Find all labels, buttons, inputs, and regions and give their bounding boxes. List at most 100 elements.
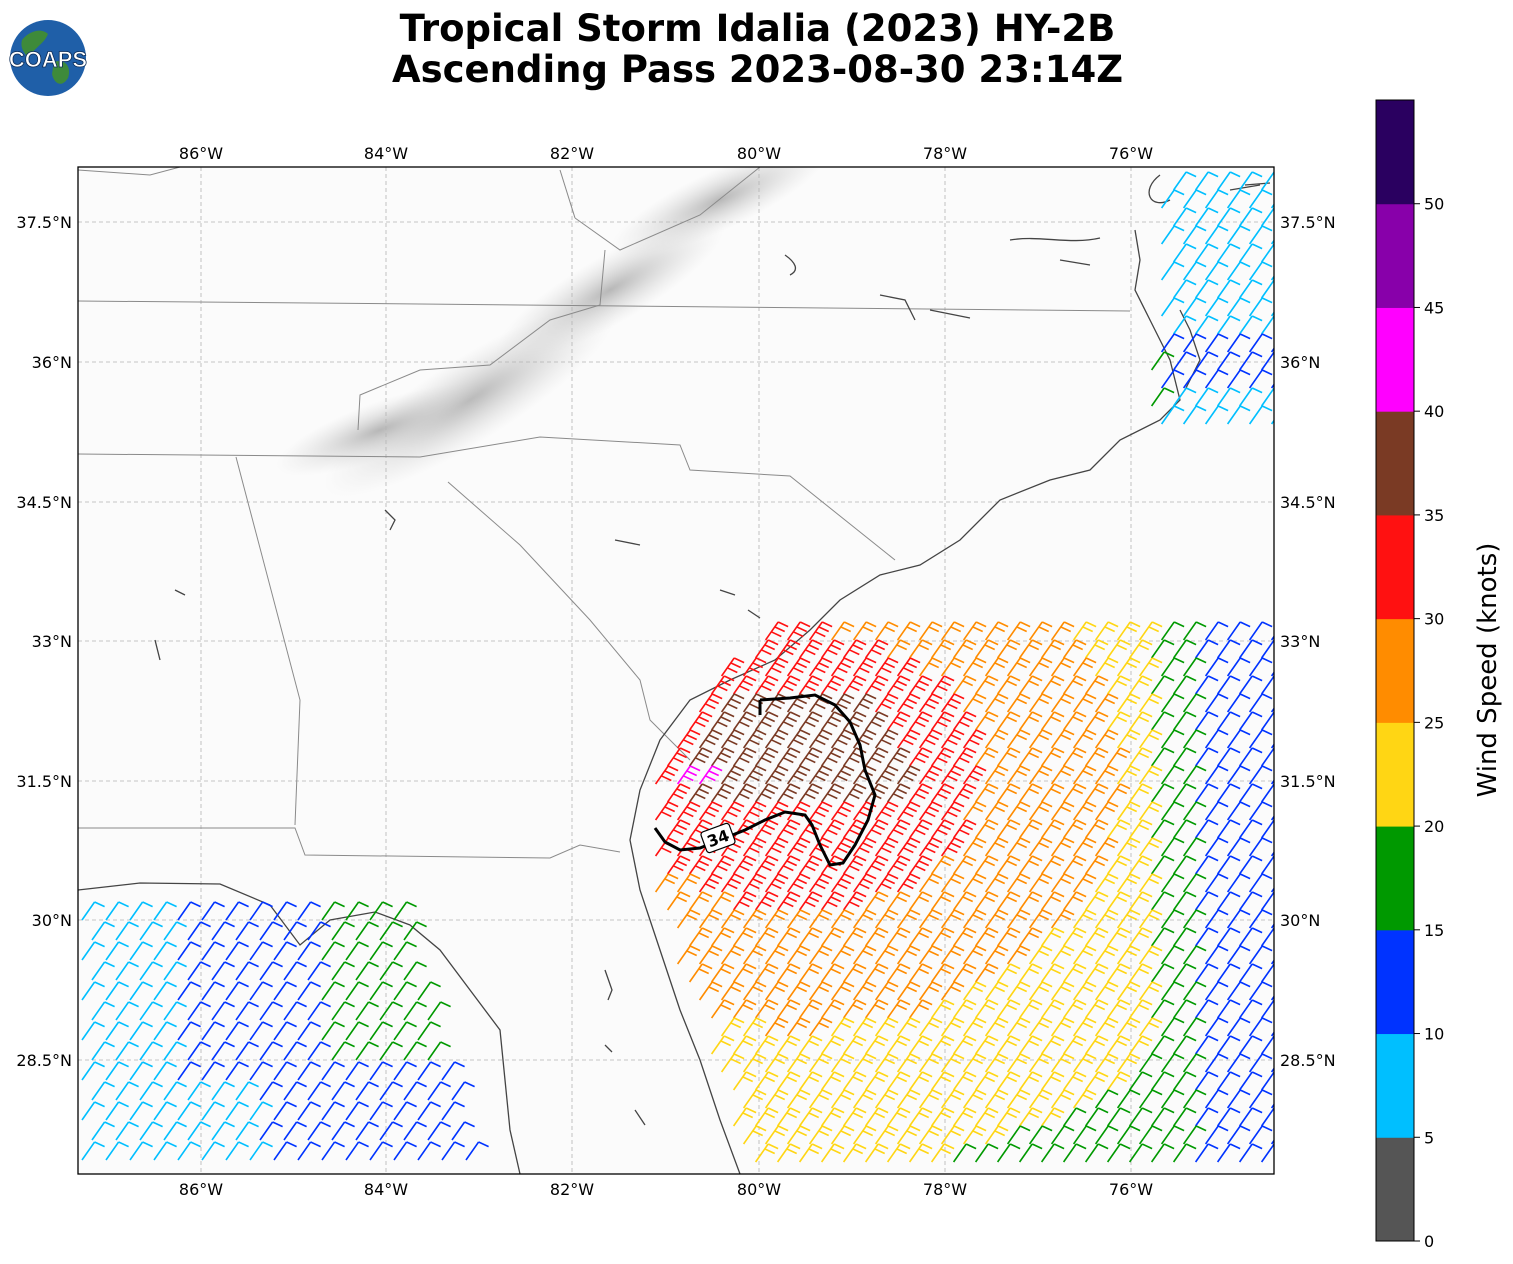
wind-barb xyxy=(1270,275,1274,281)
wind-barb xyxy=(786,1089,811,1109)
wind-barb xyxy=(1072,909,1097,929)
wind-barb xyxy=(698,873,723,893)
colorbar-segment xyxy=(1376,411,1414,516)
wind-barb xyxy=(1094,1053,1119,1073)
wind-barb xyxy=(710,675,735,695)
wind-barb xyxy=(1216,819,1241,839)
wind-barb xyxy=(984,765,1009,785)
wind-barb xyxy=(1238,639,1263,659)
wind-barb xyxy=(1172,891,1197,911)
wind-barb xyxy=(918,621,943,641)
wind-barb xyxy=(225,1061,249,1081)
wind-barb xyxy=(676,837,701,857)
wind-barb xyxy=(1216,171,1241,191)
wind-barb xyxy=(283,961,307,981)
wind-barb xyxy=(1018,999,1043,1019)
wind-barb xyxy=(417,1021,441,1041)
wind-barb xyxy=(918,693,943,713)
wind-barb xyxy=(441,1101,465,1121)
wind-barb xyxy=(1216,639,1241,659)
wind-barb xyxy=(764,837,789,857)
wind-barb xyxy=(273,1021,297,1041)
wind-barb xyxy=(1150,963,1175,983)
lat-tick: 30°N xyxy=(32,911,72,930)
wind-barb xyxy=(1238,171,1263,191)
lon-tick: 82°W xyxy=(550,1180,594,1199)
wind-barb xyxy=(808,981,833,1001)
wind-barb xyxy=(1072,981,1097,1001)
wind-barb xyxy=(1050,693,1075,713)
wind-barb xyxy=(742,693,767,713)
wind-barb xyxy=(1216,1143,1241,1163)
wind-barb xyxy=(1116,621,1141,641)
wind-barb xyxy=(654,873,679,893)
wind-barb xyxy=(764,621,789,641)
wind-barb xyxy=(1094,945,1119,965)
wind-barb xyxy=(930,999,955,1019)
wind-barb xyxy=(984,981,1009,1001)
wind-barb xyxy=(930,891,955,911)
wind-barb xyxy=(874,801,899,821)
wind-barb xyxy=(1194,783,1219,803)
lon-ticks-bottom: 86°W 84°W 82°W 80°W 78°W 76°W xyxy=(179,1180,1153,1199)
wind-barb xyxy=(808,693,833,713)
wind-barb xyxy=(1028,1089,1053,1109)
wind-barb xyxy=(1128,819,1153,839)
wind-barb xyxy=(177,1141,201,1161)
wind-barb xyxy=(852,837,877,857)
wind-barb xyxy=(177,1021,201,1041)
wind-barb xyxy=(1084,711,1109,731)
wind-barb xyxy=(1204,297,1229,317)
wind-barb xyxy=(1084,999,1109,1019)
wind-barb xyxy=(187,1001,211,1021)
wind-barb xyxy=(996,1107,1021,1127)
colorbar-tick-label: 45 xyxy=(1424,298,1444,317)
wind-barb xyxy=(1182,693,1207,713)
lon-tick: 78°W xyxy=(923,1180,967,1199)
wind-barb xyxy=(886,1107,911,1127)
wind-barb xyxy=(698,981,723,1001)
wind-barb xyxy=(776,891,801,911)
wind-barb xyxy=(786,945,811,965)
wind-barb xyxy=(1050,801,1075,821)
wind-barb xyxy=(776,675,801,695)
wind-barb xyxy=(1248,801,1273,821)
wind-barb xyxy=(754,639,779,659)
wind-barb xyxy=(1106,1107,1131,1127)
wind-barb xyxy=(369,1141,393,1161)
wind-barb xyxy=(852,621,877,641)
wind-barb xyxy=(1216,999,1241,1019)
wind-barb xyxy=(930,963,955,983)
wind-barb xyxy=(81,1021,105,1041)
wind-barb xyxy=(201,1021,225,1041)
wind-barb xyxy=(1018,1107,1043,1127)
coaps-logo: COAPS xyxy=(8,20,88,96)
wind-barb xyxy=(886,675,911,695)
wind-barb xyxy=(918,837,943,857)
wind-barb xyxy=(355,1081,379,1101)
wind-barb xyxy=(732,891,757,911)
wind-barb xyxy=(1018,747,1043,767)
wind-barb xyxy=(798,927,823,947)
wind-barb xyxy=(864,855,889,875)
wind-barb xyxy=(842,1071,867,1091)
wind-barb xyxy=(403,1081,427,1101)
wind-barb xyxy=(676,801,701,821)
wind-barb xyxy=(1204,333,1229,353)
wind-barb xyxy=(776,927,801,947)
wind-barb xyxy=(1194,387,1219,407)
wind-barb xyxy=(984,1089,1009,1109)
wind-barb xyxy=(798,1107,823,1127)
lat-tick: 31.5°N xyxy=(16,772,72,791)
wind-barb xyxy=(996,999,1021,1019)
wind-barb xyxy=(896,981,921,1001)
wind-barb xyxy=(1084,639,1109,659)
wind-barb xyxy=(187,1081,211,1101)
wind-barb xyxy=(1028,1017,1053,1037)
wind-barb xyxy=(786,873,811,893)
wind-barb xyxy=(666,783,691,803)
wind-barb xyxy=(962,909,987,929)
wind-barb xyxy=(842,1107,867,1127)
wind-barb xyxy=(820,1143,845,1163)
